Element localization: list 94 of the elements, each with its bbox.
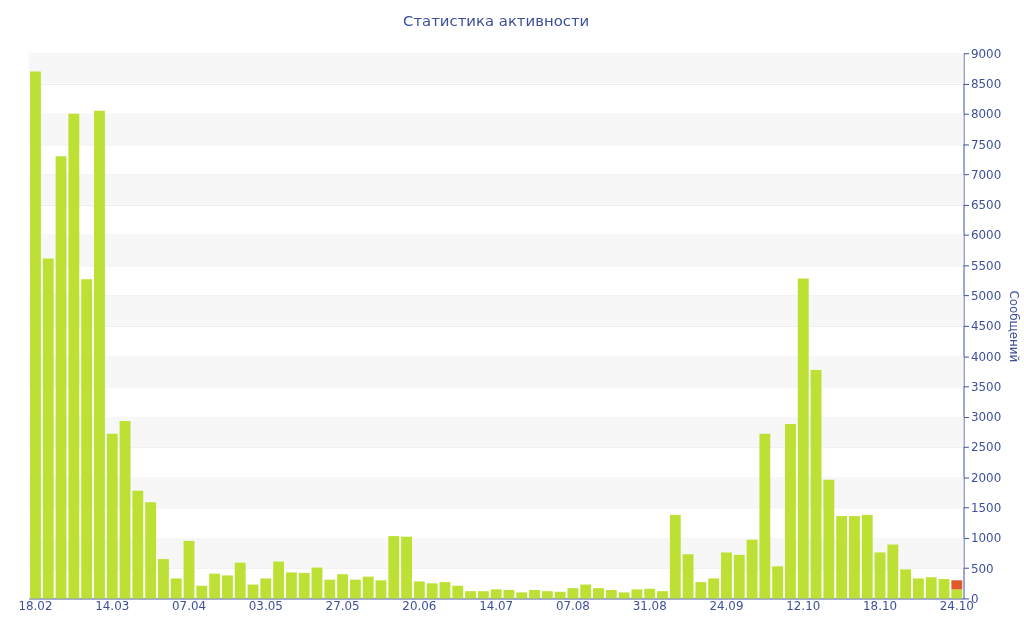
bar — [951, 580, 963, 590]
bar — [887, 544, 899, 599]
bar — [157, 559, 169, 599]
bar — [42, 258, 54, 599]
x-tick-label: 18.02 — [18, 598, 53, 613]
bar — [170, 578, 182, 599]
bar — [145, 502, 157, 599]
bar — [836, 516, 848, 599]
x-tick-label: 07.08 — [555, 598, 590, 613]
bar — [362, 576, 374, 599]
bar — [938, 579, 950, 599]
bar — [580, 584, 592, 599]
bar — [119, 420, 131, 599]
y-tick-label: 9000 — [970, 46, 1002, 61]
bar — [260, 578, 272, 599]
bar — [861, 514, 873, 599]
bar — [810, 370, 822, 599]
x-tick-label: 14.07 — [479, 598, 514, 613]
bar — [797, 278, 809, 599]
bar — [452, 585, 464, 599]
bar — [388, 536, 400, 599]
bar — [401, 536, 412, 599]
y-tick-label: 5500 — [970, 258, 1002, 273]
x-tick-label: 20.06 — [402, 598, 437, 613]
bar — [132, 490, 144, 599]
bar — [516, 592, 528, 599]
x-tick-label: 31.08 — [632, 598, 667, 613]
y-tick-label: 8500 — [970, 77, 1002, 91]
bar — [708, 578, 720, 599]
bar — [106, 433, 118, 599]
x-tick-label: 03.05 — [248, 598, 283, 613]
bar — [823, 479, 835, 599]
y-tick-label: 8000 — [970, 107, 1002, 122]
bar — [593, 588, 604, 599]
y-tick-label: 4500 — [970, 319, 1002, 334]
x-tick-label: 12.10 — [786, 598, 821, 613]
bar — [183, 540, 195, 599]
y-axis-title: Сообщений — [1007, 290, 1022, 363]
bar — [657, 591, 668, 599]
bar — [94, 110, 105, 599]
bar — [733, 554, 745, 599]
bar — [785, 423, 796, 599]
bar — [605, 589, 617, 599]
bar — [285, 572, 297, 599]
bar — [874, 552, 886, 599]
bar — [465, 591, 476, 599]
x-tick-label: 07.04 — [172, 598, 207, 613]
bar — [273, 561, 285, 599]
bar — [529, 589, 540, 599]
y-tick-label: 4000 — [970, 349, 1002, 364]
bar — [772, 566, 784, 599]
bar — [298, 573, 310, 599]
y-tick-label: 500 — [970, 561, 994, 576]
bar — [324, 579, 336, 599]
y-tick-label: 3000 — [970, 410, 1002, 425]
y-tick-label: 1000 — [970, 531, 1002, 546]
x-tick-label: 14.03 — [95, 598, 130, 613]
y-tick-label: 2500 — [970, 440, 1002, 455]
x-tick-label: 27.05 — [325, 598, 360, 613]
bar — [900, 569, 912, 599]
bar — [30, 71, 41, 599]
bar — [477, 591, 489, 599]
x-tick-label: 18.10 — [863, 598, 898, 613]
x-tick-label: 24.09 — [709, 598, 744, 613]
bar — [426, 583, 438, 599]
bar — [951, 589, 963, 599]
bar — [209, 573, 221, 599]
bar — [196, 585, 208, 599]
y-tick-label: 5000 — [970, 289, 1002, 304]
bar — [221, 575, 233, 599]
y-tick-label: 1500 — [970, 501, 1002, 516]
bar — [439, 582, 451, 599]
y-tick-label: 6000 — [970, 228, 1002, 243]
bar — [849, 516, 860, 599]
bar — [81, 279, 93, 599]
bar — [234, 562, 246, 599]
bar — [375, 580, 387, 599]
bar — [669, 514, 681, 599]
y-tick-label: 7500 — [970, 137, 1002, 152]
bar — [721, 552, 732, 599]
bar — [337, 574, 349, 599]
y-tick-label: 3500 — [970, 379, 1002, 394]
bar — [55, 156, 67, 599]
bar — [413, 581, 425, 599]
y-tick-label: 7000 — [970, 167, 1002, 182]
bar — [68, 113, 80, 599]
chart-title: Статистика активности — [403, 12, 590, 31]
bar — [912, 578, 924, 599]
y-tick-label: 2000 — [970, 470, 1002, 485]
bar — [925, 577, 937, 599]
y-tick-label: 6500 — [970, 198, 1002, 213]
bar — [541, 591, 553, 599]
bar — [349, 579, 361, 599]
bar — [644, 588, 656, 599]
